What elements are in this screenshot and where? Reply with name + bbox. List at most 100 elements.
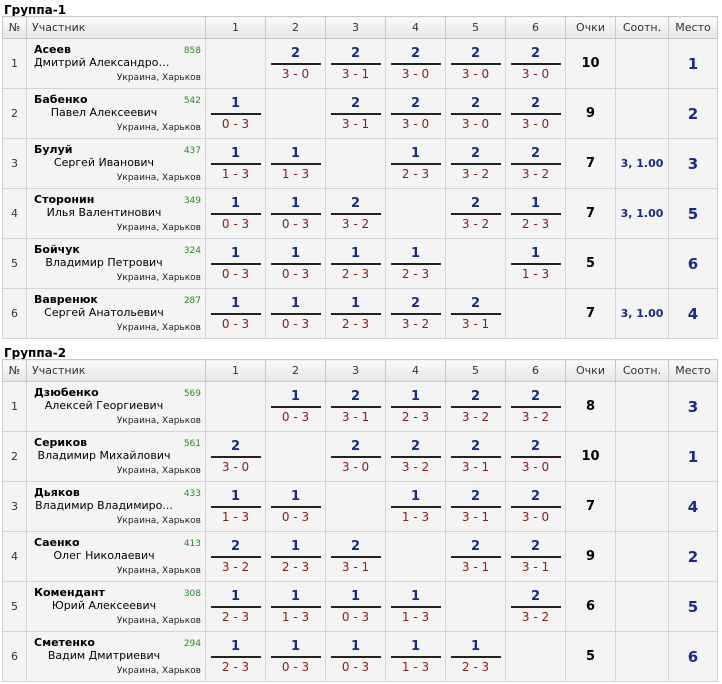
match-result-cell[interactable]: 2 3 - 2	[385, 288, 446, 339]
match-result-cell[interactable]: 1 0 - 3	[265, 288, 326, 339]
player-last-name[interactable]: Сериков	[34, 436, 88, 449]
header-opponent-1[interactable]: 1	[205, 16, 266, 39]
header-opponent-4[interactable]: 4	[385, 16, 446, 39]
player-last-name[interactable]: Сметенко	[34, 636, 95, 649]
match-result-cell[interactable]: 1 0 - 3	[205, 238, 266, 289]
player-last-name[interactable]: Дзюбенко	[34, 386, 99, 399]
header-ratio[interactable]: Соотн.	[615, 16, 669, 39]
match-result-cell[interactable]: 2 3 - 1	[445, 431, 506, 482]
match-result-cell[interactable]: 1 2 - 3	[205, 581, 266, 632]
header-opponent-6[interactable]: 6	[505, 359, 566, 382]
player-cell[interactable]: Бабенко Павел Алексеевич 542 Украина, Харьк…	[26, 88, 206, 139]
match-result-cell[interactable]: 1 2 - 3	[385, 138, 446, 189]
match-result-cell[interactable]: 2 3 - 2	[445, 381, 506, 432]
match-result-cell[interactable]: 1 2 - 3	[325, 288, 386, 339]
match-result-cell[interactable]: 2 3 - 0	[265, 38, 326, 89]
header-opponent-2[interactable]: 2	[265, 16, 326, 39]
player-last-name[interactable]: Саенко	[34, 536, 80, 549]
player-cell[interactable]: Булуй Сергей Иванович 437 Украина, Харьков	[26, 138, 206, 189]
match-result-cell[interactable]: 2 3 - 2	[445, 138, 506, 189]
player-cell[interactable]: Сторонин Илья Валентинович 349 Украина, Хар…	[26, 188, 206, 239]
match-result-cell[interactable]: 1 2 - 3	[385, 238, 446, 289]
match-result-cell[interactable]: 1 1 - 3	[265, 581, 326, 632]
match-result-cell[interactable]: 2 3 - 0	[325, 431, 386, 482]
match-result-cell[interactable]: 2 3 - 1	[325, 381, 386, 432]
match-result-cell[interactable]: 1 0 - 3	[325, 581, 386, 632]
match-result-cell[interactable]: 1 0 - 3	[265, 238, 326, 289]
match-result-cell[interactable]: 2 3 - 2	[505, 581, 566, 632]
header-num[interactable]: №	[2, 16, 27, 39]
match-result-cell[interactable]: 1 1 - 3	[205, 481, 266, 532]
header-points[interactable]: Очки	[565, 359, 616, 382]
player-cell[interactable]: Дзюбенко Алексей Георгиевич 569 Украина, Ха…	[26, 381, 206, 432]
header-player[interactable]: Участник	[26, 16, 206, 39]
match-result-cell[interactable]: 1 0 - 3	[265, 631, 326, 682]
match-result-cell[interactable]: 1 2 - 3	[385, 381, 446, 432]
header-opponent-3[interactable]: 3	[325, 359, 386, 382]
match-result-cell[interactable]: 1 1 - 3	[205, 138, 266, 189]
player-cell[interactable]: Сериков Владимир Михайлович 561 Украина, Ха…	[26, 431, 206, 482]
match-result-cell[interactable]: 2 3 - 0	[505, 38, 566, 89]
match-result-cell[interactable]: 2 3 - 1	[505, 531, 566, 582]
header-opponent-5[interactable]: 5	[445, 359, 506, 382]
match-result-cell[interactable]: 2 3 - 1	[325, 531, 386, 582]
player-last-name[interactable]: Дьяков	[34, 486, 80, 499]
header-place[interactable]: Место	[668, 359, 718, 382]
header-opponent-3[interactable]: 3	[325, 16, 386, 39]
player-cell[interactable]: Вавренюк Сергей Анатольевич 287 Украина, Ха…	[26, 288, 206, 339]
match-result-cell[interactable]: 2 3 - 0	[505, 88, 566, 139]
match-result-cell[interactable]: 2 3 - 0	[445, 38, 506, 89]
player-last-name[interactable]: Бойчук	[34, 243, 80, 256]
player-cell[interactable]: Асеев Дмитрий Александрович 858 Украина, Ха…	[26, 38, 206, 89]
match-result-cell[interactable]: 1 2 - 3	[265, 531, 326, 582]
player-last-name[interactable]: Асеев	[34, 43, 71, 56]
player-last-name[interactable]: Вавренюк	[34, 293, 98, 306]
player-cell[interactable]: Дьяков Владимир Владимиро... 433 Украина, Х…	[26, 481, 206, 532]
player-last-name[interactable]: Бабенко	[34, 93, 88, 106]
match-result-cell[interactable]: 1 0 - 3	[205, 88, 266, 139]
match-result-cell[interactable]: 1 0 - 3	[205, 188, 266, 239]
player-last-name[interactable]: Сторонин	[34, 193, 95, 206]
match-result-cell[interactable]: 1 1 - 3	[265, 138, 326, 189]
match-result-cell[interactable]: 2 3 - 0	[385, 38, 446, 89]
match-result-cell[interactable]: 2 3 - 0	[505, 431, 566, 482]
header-points[interactable]: Очки	[565, 16, 616, 39]
match-result-cell[interactable]: 1 2 - 3	[445, 631, 506, 682]
match-result-cell[interactable]: 2 3 - 1	[445, 531, 506, 582]
match-result-cell[interactable]: 1 2 - 3	[325, 238, 386, 289]
match-result-cell[interactable]: 2 3 - 1	[325, 88, 386, 139]
header-opponent-1[interactable]: 1	[205, 359, 266, 382]
player-cell[interactable]: Бойчук Владимир Петрович 324 Украина, Харьк…	[26, 238, 206, 289]
match-result-cell[interactable]: 2 3 - 1	[445, 288, 506, 339]
match-result-cell[interactable]: 1 0 - 3	[205, 288, 266, 339]
match-result-cell[interactable]: 1 0 - 3	[265, 481, 326, 532]
match-result-cell[interactable]: 1 1 - 3	[385, 581, 446, 632]
match-result-cell[interactable]: 2 3 - 2	[505, 138, 566, 189]
header-opponent-4[interactable]: 4	[385, 359, 446, 382]
player-last-name[interactable]: Булуй	[34, 143, 73, 156]
match-result-cell[interactable]: 2 3 - 0	[445, 88, 506, 139]
match-result-cell[interactable]: 2 3 - 0	[205, 431, 266, 482]
header-opponent-2[interactable]: 2	[265, 359, 326, 382]
player-cell[interactable]: Комендант Юрий Алексеевич 308 Украина, Харь…	[26, 581, 206, 632]
header-opponent-6[interactable]: 6	[505, 16, 566, 39]
match-result-cell[interactable]: 2 3 - 1	[445, 481, 506, 532]
match-result-cell[interactable]: 1 2 - 3	[205, 631, 266, 682]
match-result-cell[interactable]: 2 3 - 1	[325, 38, 386, 89]
header-place[interactable]: Место	[668, 16, 718, 39]
match-result-cell[interactable]: 1 2 - 3	[505, 188, 566, 239]
match-result-cell[interactable]: 2 3 - 2	[505, 381, 566, 432]
player-cell[interactable]: Сметенко Вадим Дмитриевич 294 Украина, Харь…	[26, 631, 206, 682]
match-result-cell[interactable]: 2 3 - 0	[385, 88, 446, 139]
player-cell[interactable]: Саенко Олег Николаевич 413 Украина, Харьков	[26, 531, 206, 582]
match-result-cell[interactable]: 1 0 - 3	[265, 188, 326, 239]
player-last-name[interactable]: Комендант	[34, 586, 105, 599]
match-result-cell[interactable]: 2 3 - 2	[205, 531, 266, 582]
match-result-cell[interactable]: 1 0 - 3	[265, 381, 326, 432]
match-result-cell[interactable]: 2 3 - 2	[385, 431, 446, 482]
match-result-cell[interactable]: 1 1 - 3	[385, 481, 446, 532]
match-result-cell[interactable]: 1 1 - 3	[385, 631, 446, 682]
header-ratio[interactable]: Соотн.	[615, 359, 669, 382]
header-num[interactable]: №	[2, 359, 27, 382]
match-result-cell[interactable]: 1 0 - 3	[325, 631, 386, 682]
